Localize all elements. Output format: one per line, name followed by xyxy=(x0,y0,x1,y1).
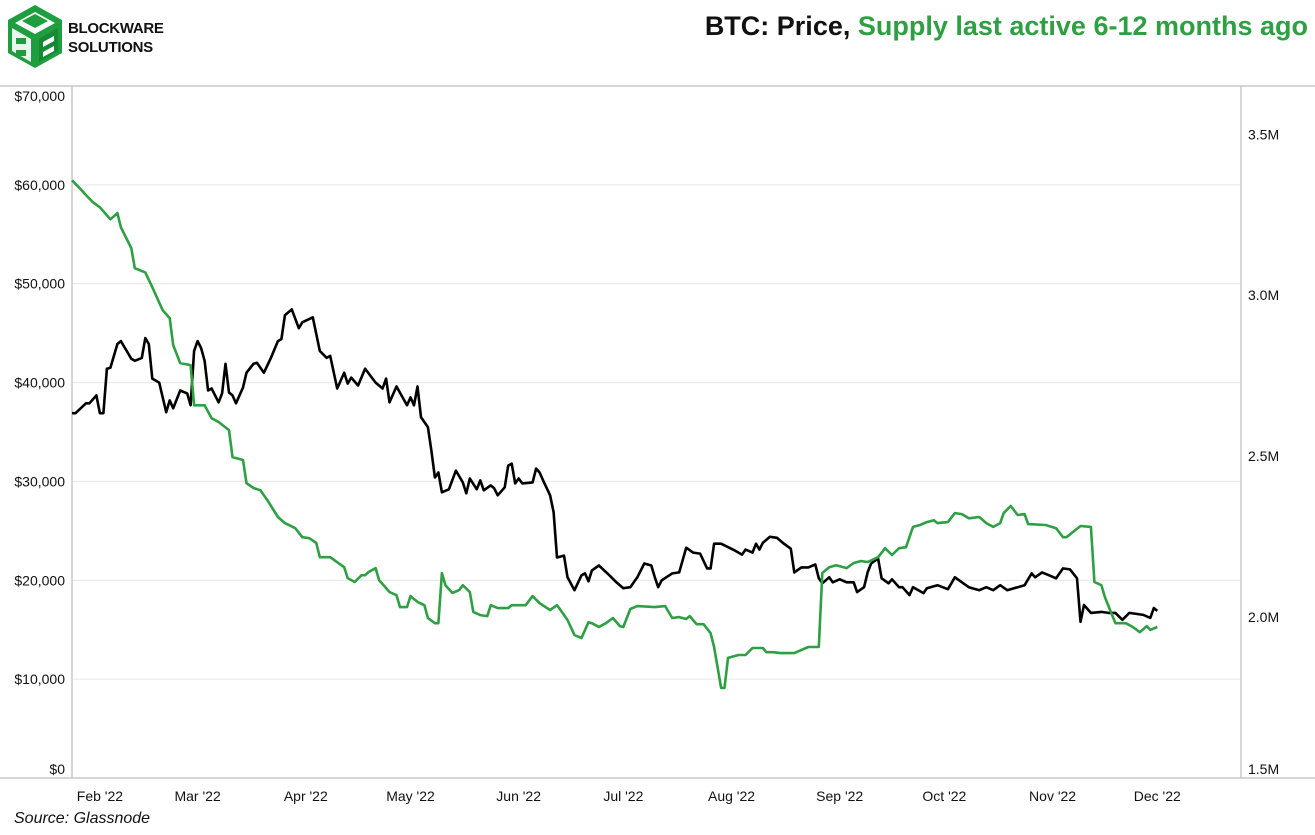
y-right-tick-label: 3.5M xyxy=(1248,126,1279,142)
x-tick-label: Aug '22 xyxy=(708,788,755,804)
gridlines xyxy=(72,184,1241,680)
title-supply: Supply last active 6-12 months ago xyxy=(858,11,1308,41)
title-price: BTC: Price, xyxy=(705,11,858,41)
y-left-tick-label: $50,000 xyxy=(14,276,65,292)
y-left-tick-label: $20,000 xyxy=(14,572,65,588)
x-tick-label: Nov '22 xyxy=(1029,788,1076,804)
x-tick-label: Mar '22 xyxy=(174,788,220,804)
left-axis-ticks: $0 $10,000 $20,000 $30,000 $40,000 $50,000 $60… xyxy=(14,88,65,777)
x-axis-ticks: Feb '22 Mar '22 Apr '22 May '22 Jun '22 Jul '… xyxy=(77,788,1181,804)
series-lines xyxy=(71,179,1159,690)
x-tick-label: Oct '22 xyxy=(922,788,966,804)
y-right-tick-label: 2.5M xyxy=(1248,448,1279,464)
logo-text-line1: BLOCKWARE xyxy=(68,20,164,37)
x-tick-label: Jul '22 xyxy=(603,788,643,804)
y-left-tick-label: $70,000 xyxy=(14,88,65,104)
y-right-tick-label: 2.0M xyxy=(1248,609,1279,625)
x-tick-label: Sep '22 xyxy=(816,788,863,804)
y-left-tick-label: $40,000 xyxy=(14,375,65,391)
y-right-tick-label: 3.0M xyxy=(1248,287,1279,303)
source-note: Source: Glassnode xyxy=(14,810,150,827)
x-tick-label: Jun '22 xyxy=(496,788,541,804)
price-line xyxy=(72,308,1159,624)
x-tick-label: Feb '22 xyxy=(77,788,123,804)
blockware-logo: BLOCKWARE SOLUTIONS xyxy=(8,5,164,68)
y-left-tick-label: $60,000 xyxy=(14,177,65,193)
y-right-tick-label: 1.5M xyxy=(1248,761,1279,777)
chart-title: BTC: Price, Supply last active 6-12 mont… xyxy=(705,11,1308,41)
x-tick-label: Apr '22 xyxy=(284,788,328,804)
y-left-tick-label: $0 xyxy=(49,761,65,777)
supply-line xyxy=(71,179,1158,690)
y-left-tick-label: $30,000 xyxy=(14,473,65,489)
y-left-tick-label: $10,000 xyxy=(14,671,65,687)
logo-text-line2: SOLUTIONS xyxy=(68,39,153,56)
right-axis-ticks: 1.5M 2.0M 2.5M 3.0M 3.5M xyxy=(1248,126,1279,777)
x-tick-label: Dec '22 xyxy=(1134,788,1181,804)
logo-cube-icon xyxy=(8,5,62,68)
x-tick-label: May '22 xyxy=(386,788,435,804)
